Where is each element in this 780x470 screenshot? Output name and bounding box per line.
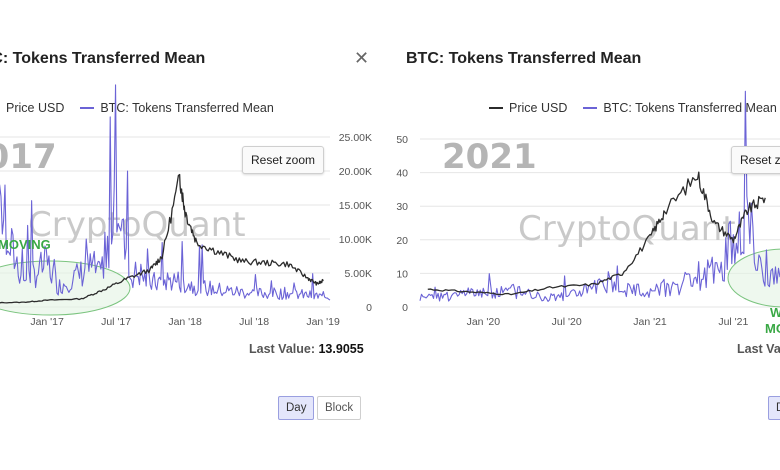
legend-item-price[interactable]: Price USD <box>489 101 567 115</box>
right-legend: Price USD BTC: Tokens Transferred Mean <box>489 101 780 115</box>
right-chart-panel: BTC: Tokens Transferred Mean Price USD B… <box>390 0 780 470</box>
last-value-number: 13.9055 <box>318 342 364 356</box>
x-tick-label: Jan '21 <box>633 316 667 328</box>
block-button[interactable]: Block <box>317 396 362 420</box>
legend-item-price[interactable]: Price USD <box>0 101 64 115</box>
x-tick-label: Jan '18 <box>168 316 202 328</box>
left-chart-svg: 0 5.00K 10.00K 15.00K 20.00K 25.00K Jan '17 Jul… <box>0 84 372 328</box>
right-chart-title: BTC: Tokens Transferred Mean <box>406 50 642 67</box>
legend-mean-swatch <box>80 107 95 109</box>
x-tick-label: Jan '17 <box>30 316 64 328</box>
y-tick-label: 20 <box>396 235 408 247</box>
y-tick-label: 40 <box>396 168 408 180</box>
close-icon[interactable]: ✕ <box>354 48 370 68</box>
legend-price-label: Price USD <box>6 101 65 115</box>
last-value: Last Value <box>737 342 780 356</box>
x-tick-label: Jan '19 <box>306 316 340 328</box>
x-tick-label: Jul '20 <box>552 316 582 328</box>
watermark: CryptoQuant <box>518 209 736 249</box>
left-chart-panel: BTC: Tokens Transferred Mean ✕ Price USD… <box>0 48 372 420</box>
legend-mean-label: BTC: Tokens Transferred Mean <box>603 101 777 115</box>
year-label: 2021 <box>442 137 537 177</box>
y-tick-label: 10.00K <box>339 234 372 246</box>
y-tick-label: 25.00K <box>339 132 372 144</box>
legend-price-label: Price USD <box>509 101 568 115</box>
legend-item-mean[interactable]: BTC: Tokens Transferred Mean <box>583 101 777 115</box>
left-chart-title: BTC: Tokens Transferred Mean <box>0 50 206 67</box>
last-value-label: Last Value <box>737 342 780 356</box>
y-tick-label: 0 <box>366 302 372 314</box>
x-tick-label: Jan '20 <box>467 316 501 328</box>
day-button[interactable]: Day <box>768 396 780 420</box>
last-value-label: Last Value: <box>249 342 315 356</box>
legend-mean-label: BTC: Tokens Transferred Mean <box>100 101 274 115</box>
legend-mean-swatch <box>583 107 598 109</box>
left-legend: Price USD BTC: Tokens Transferred Mean <box>0 101 290 115</box>
y-tick-label: 30 <box>396 201 408 213</box>
annotation-label: MOVING <box>0 237 51 252</box>
reset-zoom-button[interactable]: Reset zoom <box>731 146 780 174</box>
y-tick-label: 10 <box>396 268 408 280</box>
year-label: 2017 <box>0 137 57 177</box>
legend-price-swatch <box>489 107 503 109</box>
series-line-tokens-transferred-mean <box>419 90 780 302</box>
reset-zoom-button[interactable]: Reset zoom <box>242 146 325 174</box>
right-chart-svg: 0 10 20 30 40 50 Jan '20 Jul '20 Jan '21 Jul '21 2… <box>396 90 780 336</box>
annotation-label: W <box>770 305 780 320</box>
x-tick-label: Jul '17 <box>101 316 131 328</box>
x-tick-label: Jul '18 <box>239 316 269 328</box>
x-tick-label: Jul '21 <box>718 316 748 328</box>
last-value: Last Value: 13.9055 <box>249 342 364 356</box>
y-tick-label: 20.00K <box>339 166 372 178</box>
y-tick-label: 50 <box>396 134 408 146</box>
legend-item-mean[interactable]: BTC: Tokens Transferred Mean <box>80 101 274 115</box>
series-line-price-usd <box>427 171 766 296</box>
y-tick-label: 0 <box>402 302 408 314</box>
watermark: CryptoQuant <box>28 205 246 245</box>
y-tick-label: 15.00K <box>339 200 372 212</box>
series-line-price-usd <box>0 173 324 304</box>
y-tick-label: 5.00K <box>345 268 372 280</box>
day-button[interactable]: Day <box>278 396 315 420</box>
series-line-tokens-transferred-mean <box>0 84 331 301</box>
annotation-label: MO <box>765 321 780 336</box>
